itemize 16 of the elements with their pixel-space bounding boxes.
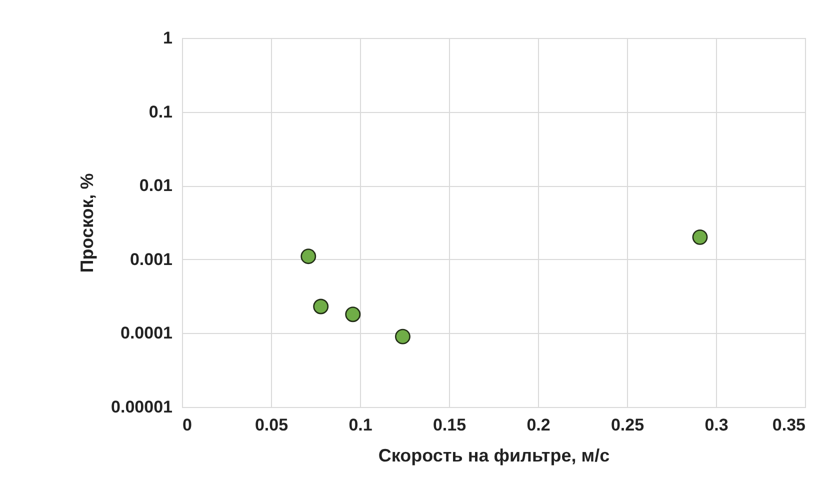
x-tick-label: 0.3 <box>704 416 728 434</box>
x-tick-label: 0.35 <box>772 416 806 434</box>
y-tick-label: 0.01 <box>139 176 172 196</box>
x-tick-label: 0.05 <box>254 416 288 434</box>
x-tick-label: 0.1 <box>348 416 372 434</box>
y-axis-title: Проскок, % <box>77 173 98 273</box>
x-axis-title: Скорость на фильтре, м/с <box>378 446 610 466</box>
x-tick-label: 0.15 <box>432 416 466 434</box>
y-tick-label: 0.00001 <box>111 398 172 416</box>
y-tick-label: 0.0001 <box>120 324 172 343</box>
x-tick-label: 0.25 <box>610 416 644 434</box>
y-tick-label: 1 <box>163 28 172 48</box>
y-tick-label: 0.1 <box>148 102 172 122</box>
y-tick-label: 0.001 <box>130 250 172 269</box>
x-tick-label: 0 <box>182 416 192 434</box>
x-tick-label: 0.2 <box>526 416 550 434</box>
